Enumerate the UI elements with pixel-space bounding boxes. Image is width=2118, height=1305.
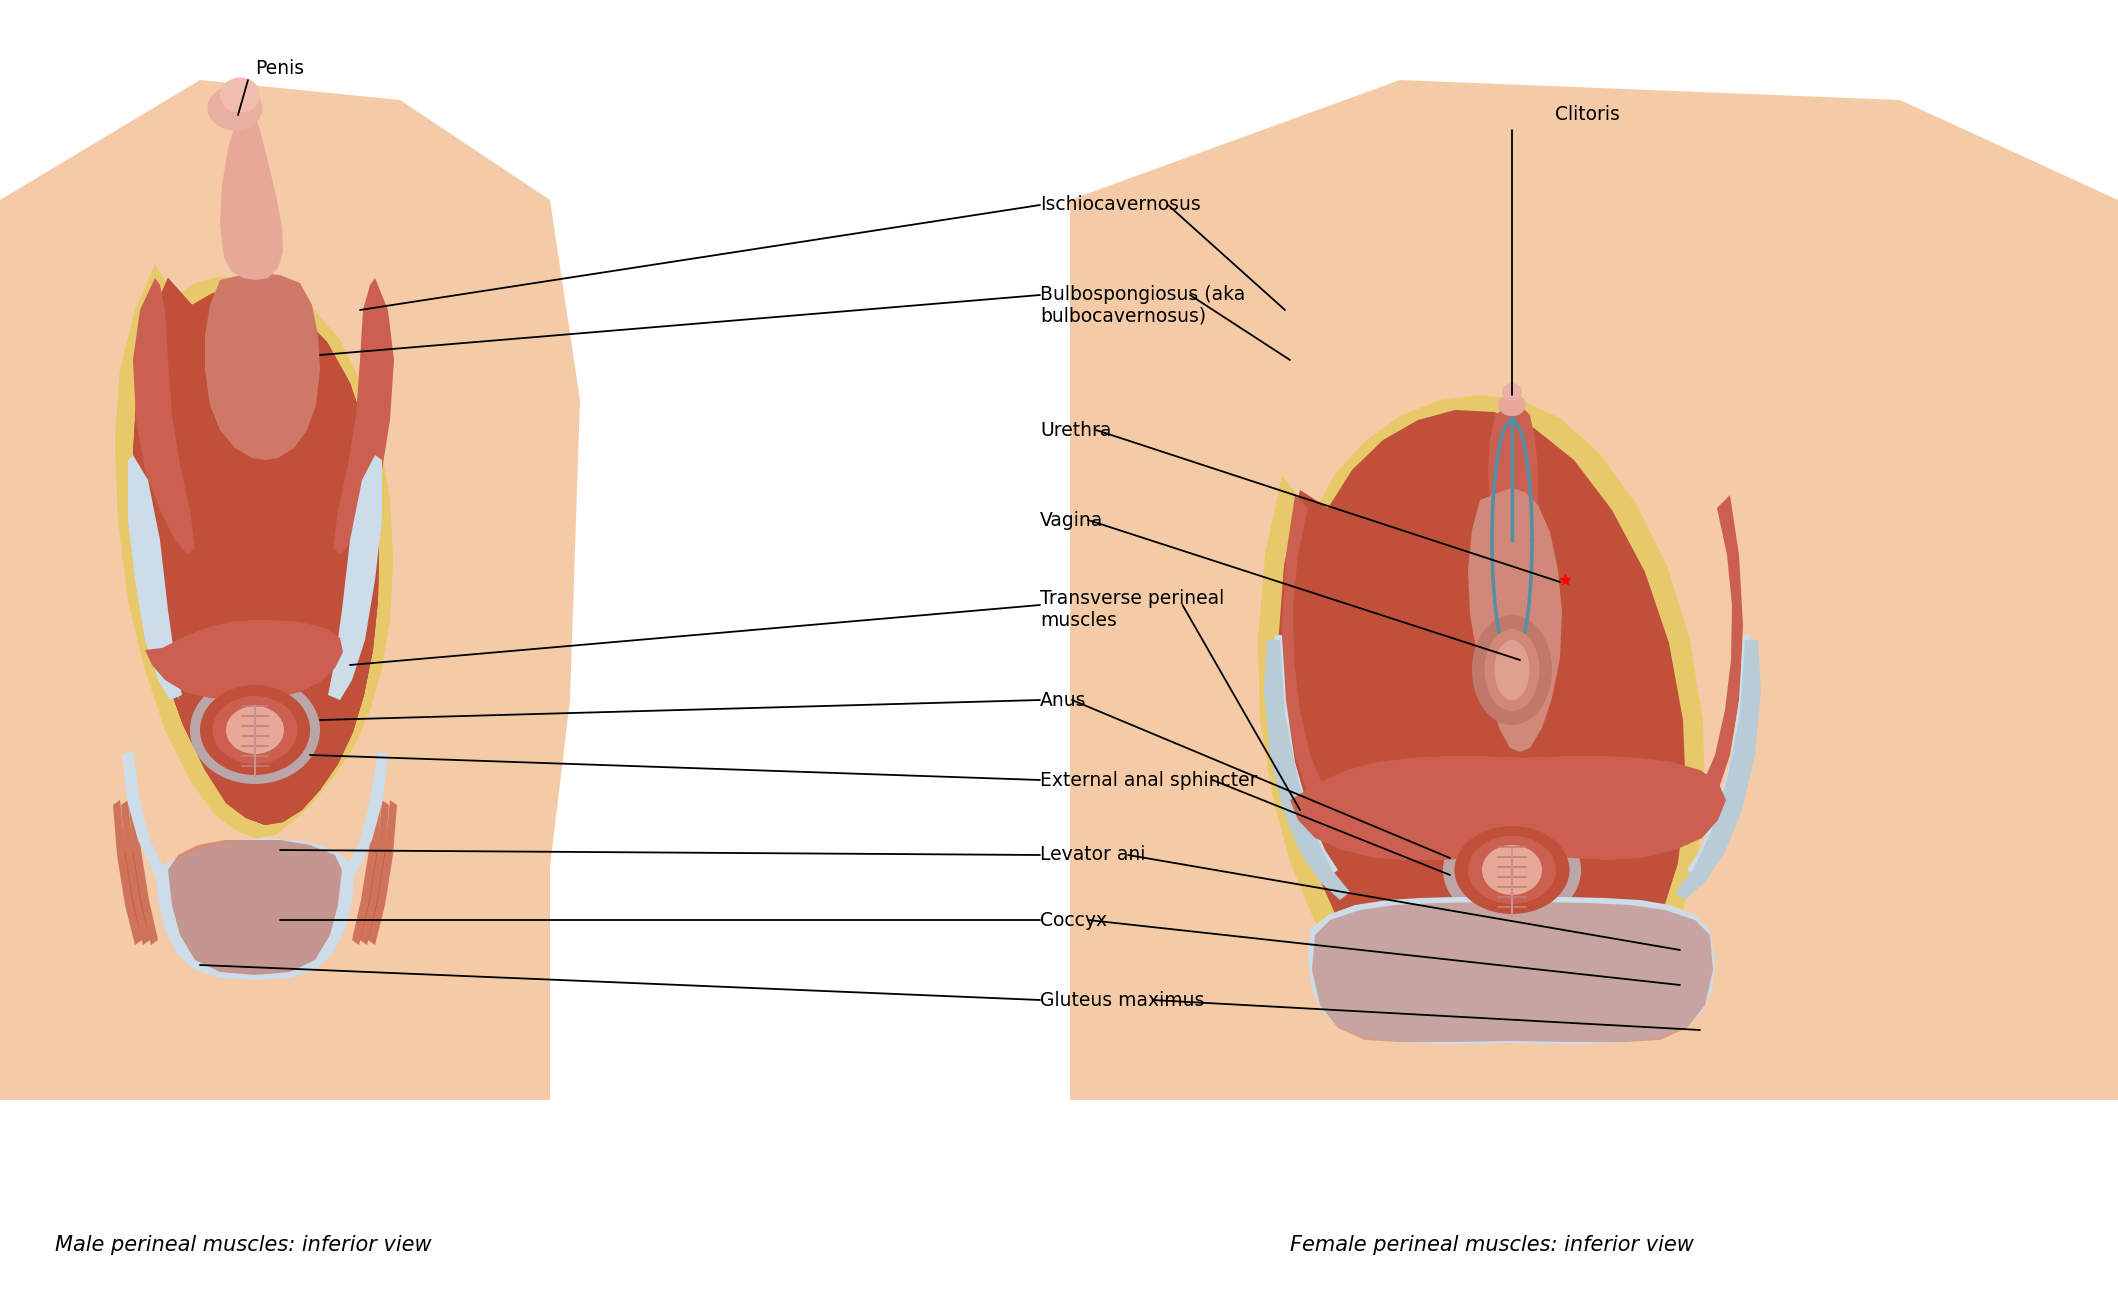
Polygon shape [220,95,284,281]
Text: Penis: Penis [254,59,305,77]
Polygon shape [167,840,341,975]
Ellipse shape [212,696,297,763]
Text: Female perineal muscles: inferior view: Female perineal muscles: inferior view [1290,1235,1694,1255]
Polygon shape [155,838,356,980]
Polygon shape [328,455,381,699]
Ellipse shape [1468,837,1557,904]
Text: Urethra: Urethra [1040,420,1112,440]
Ellipse shape [1483,846,1542,895]
Ellipse shape [227,706,284,754]
Polygon shape [112,800,142,945]
Polygon shape [144,620,343,699]
Polygon shape [114,265,394,838]
Polygon shape [352,800,381,945]
Polygon shape [1290,756,1726,860]
Polygon shape [1070,80,2118,1100]
Polygon shape [114,265,394,838]
Polygon shape [1468,488,1561,752]
Ellipse shape [220,77,261,112]
Text: Levator ani: Levator ani [1040,846,1146,864]
Polygon shape [1248,415,1730,1054]
Polygon shape [1489,405,1538,555]
Polygon shape [369,800,396,945]
Polygon shape [1277,410,1686,1024]
Polygon shape [1273,636,1339,876]
Polygon shape [1688,636,1754,876]
Ellipse shape [1455,826,1569,914]
Polygon shape [205,273,320,459]
Ellipse shape [1442,816,1580,924]
Polygon shape [133,278,195,555]
Polygon shape [400,200,580,1051]
Polygon shape [0,80,551,1100]
Ellipse shape [1472,615,1552,726]
Polygon shape [133,278,379,825]
Text: Vagina: Vagina [1040,510,1103,530]
Polygon shape [1281,495,1347,846]
Polygon shape [129,800,159,945]
Polygon shape [133,459,180,699]
Polygon shape [121,800,150,945]
Text: Transverse perineal
muscles: Transverse perineal muscles [1040,590,1224,630]
Text: Coccyx: Coccyx [1040,911,1108,929]
Ellipse shape [191,676,320,784]
Ellipse shape [1497,394,1525,416]
Ellipse shape [199,685,309,775]
Polygon shape [316,750,388,904]
Polygon shape [1311,902,1713,1041]
Ellipse shape [1502,382,1523,401]
Polygon shape [133,278,379,825]
Ellipse shape [1495,639,1529,699]
Ellipse shape [1616,964,1701,1035]
Ellipse shape [1326,964,1411,1035]
Text: Clitoris: Clitoris [1555,106,1620,124]
Text: Bulbospongiosus (aka
bulbocavernosus): Bulbospongiosus (aka bulbocavernosus) [1040,284,1245,325]
Polygon shape [1677,495,1743,846]
Polygon shape [1675,639,1760,900]
Text: Male perineal muscles: inferior view: Male perineal muscles: inferior view [55,1235,432,1255]
Text: Anus: Anus [1040,690,1087,710]
Polygon shape [133,278,379,825]
Polygon shape [123,750,195,904]
Polygon shape [1264,639,1349,900]
Ellipse shape [1485,629,1540,711]
Text: Gluteus maximus: Gluteus maximus [1040,990,1205,1010]
Polygon shape [360,800,390,945]
Polygon shape [333,278,394,555]
Polygon shape [1309,897,1716,1044]
Ellipse shape [208,86,263,130]
Text: Ischiocavernosus: Ischiocavernosus [1040,196,1201,214]
Polygon shape [1258,395,1705,1044]
Text: External anal sphincter: External anal sphincter [1040,770,1258,790]
Polygon shape [127,455,182,699]
